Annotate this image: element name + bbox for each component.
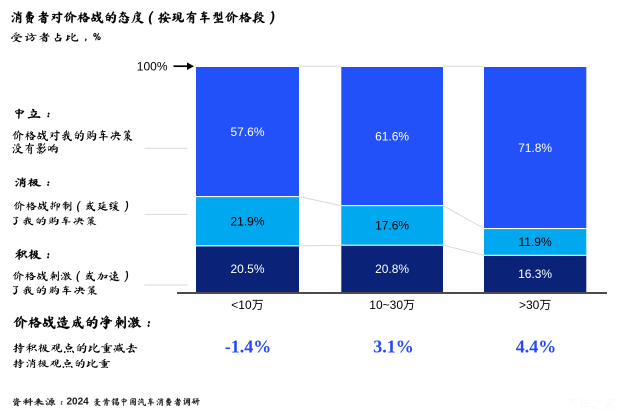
svg-text:71.8%: 71.8%: [518, 141, 552, 155]
svg-text:3.1%: 3.1%: [373, 337, 414, 357]
svg-text:17.6%: 17.6%: [375, 219, 409, 233]
svg-text:100%: 100%: [137, 59, 168, 73]
svg-text:57.6%: 57.6%: [230, 125, 264, 139]
svg-text:20.5%: 20.5%: [230, 262, 264, 276]
svg-text:20.8%: 20.8%: [375, 262, 409, 276]
svg-text:21.9%: 21.9%: [230, 215, 264, 229]
svg-text:<10: <10: [231, 298, 252, 312]
svg-text:2024: 2024: [67, 397, 90, 408]
svg-text:4.4%: 4.4%: [516, 337, 557, 357]
svg-text:16.3%: 16.3%: [518, 267, 552, 281]
svg-text:61.6%: 61.6%: [375, 130, 409, 144]
svg-text:10~30: 10~30: [369, 298, 403, 312]
svg-text:>30: >30: [519, 298, 540, 312]
svg-text:-1.4%: -1.4%: [225, 337, 272, 357]
svg-text:11.9%: 11.9%: [519, 235, 552, 249]
